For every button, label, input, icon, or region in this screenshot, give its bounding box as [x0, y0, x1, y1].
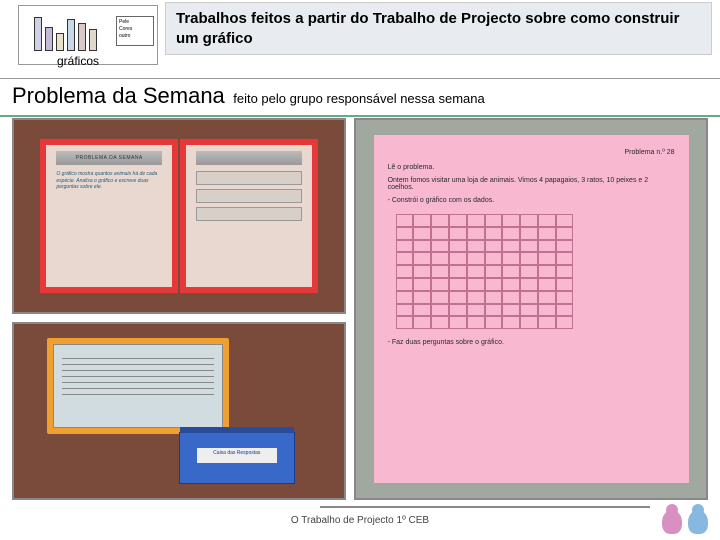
bar	[34, 17, 42, 51]
orange-folder	[47, 338, 229, 434]
legend-item: Pele	[119, 19, 151, 26]
photo-grid: PROBLEMA DA SEMANA O gráfico mostra quan…	[12, 118, 708, 500]
bar	[45, 27, 53, 51]
footer-text: O Trabalho de Projecto 1º CEB	[0, 515, 720, 526]
worksheet-line: Lê o problema.	[388, 164, 675, 171]
red-folder: PROBLEMA DA SEMANA O gráfico mostra quan…	[40, 139, 317, 292]
folder-page-right	[180, 139, 318, 292]
worksheet-line: - Constrói o gráfico com os dados.	[388, 197, 675, 204]
chart-bars	[34, 11, 104, 51]
subtitle-row: Problema da Semana feito pelo grupo resp…	[0, 78, 720, 117]
mascot-blue	[688, 510, 708, 534]
worksheet-line: Ontem fomos visitar uma loja de animais.…	[388, 177, 675, 191]
subtitle-main: Problema da Semana	[12, 83, 225, 108]
worksheet-number: Problema n.º 28	[388, 149, 675, 156]
photo-orange-folder: Caixa das Respostas	[12, 322, 346, 500]
right-column: Problema n.º 28 Lê o problema. Ontem fom…	[354, 118, 708, 500]
folder-header	[196, 151, 302, 165]
chart-caption: gráficos	[57, 54, 99, 68]
left-column: PROBLEMA DA SEMANA O gráfico mostra quan…	[12, 118, 346, 500]
footer-rule	[320, 506, 650, 508]
orange-sheet	[53, 344, 223, 428]
pink-worksheet: Problema n.º 28 Lê o problema. Ontem fom…	[374, 135, 689, 483]
subtitle-sub: feito pelo grupo responsável nessa seman…	[233, 91, 485, 106]
bar	[89, 29, 97, 51]
legend-item: Cores	[119, 26, 151, 33]
top-section: Pele Cores outro gráficos Trabalhos feit…	[0, 0, 720, 75]
chart-legend: Pele Cores outro	[116, 16, 154, 46]
folder-header: PROBLEMA DA SEMANA	[56, 151, 162, 165]
chart-thumbnail: Pele Cores outro gráficos	[18, 5, 158, 65]
mascot-pink	[662, 510, 682, 534]
legend-item: outro	[119, 33, 151, 40]
page-title: Trabalhos feitos a partir do Trabalho de…	[165, 2, 712, 55]
mascot-icon	[660, 500, 710, 534]
photo-pink-worksheet: Problema n.º 28 Lê o problema. Ontem fom…	[354, 118, 708, 500]
bar	[67, 19, 75, 51]
orange-lines	[54, 345, 222, 408]
answer-box: Caixa das Respostas	[179, 432, 295, 484]
answer-box-label: Caixa das Respostas	[197, 448, 276, 463]
bar	[56, 33, 64, 51]
folder-page-left: PROBLEMA DA SEMANA O gráfico mostra quan…	[40, 139, 178, 292]
bar	[78, 23, 86, 51]
worksheet-grid	[396, 214, 574, 329]
folder-lines	[196, 171, 302, 276]
worksheet-line: - Faz duas perguntas sobre o gráfico.	[388, 339, 675, 346]
photo-folder-red: PROBLEMA DA SEMANA O gráfico mostra quan…	[12, 118, 346, 314]
folder-handwriting: O gráfico mostra quantos animais há de c…	[56, 171, 162, 191]
